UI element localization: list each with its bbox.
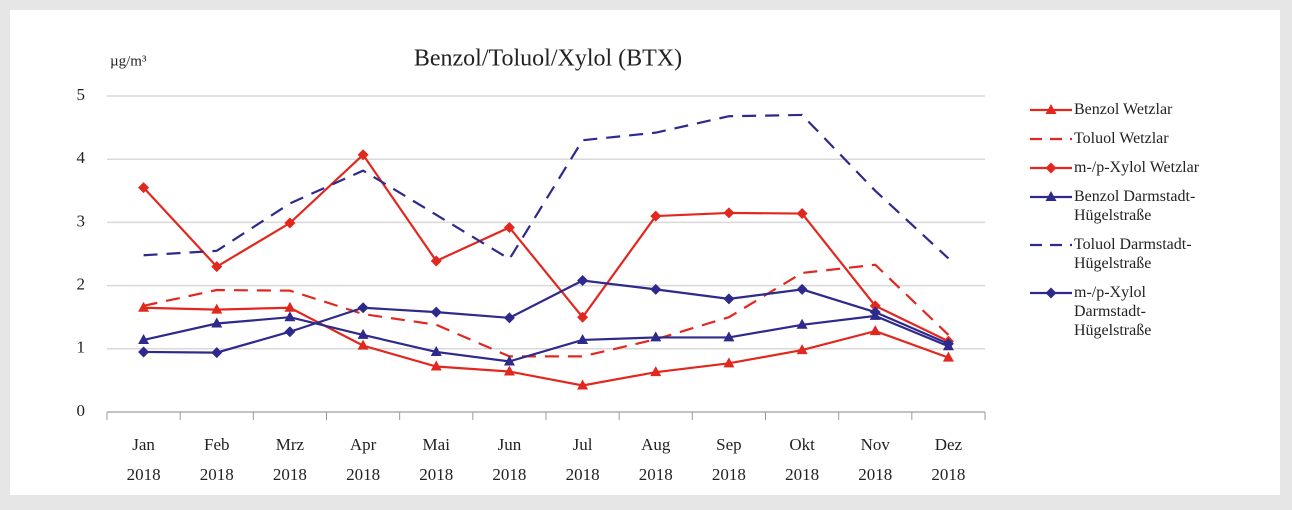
- marker: [577, 311, 589, 323]
- marker: [503, 355, 515, 366]
- marker: [211, 303, 223, 314]
- legend-swatch: [1030, 191, 1072, 201]
- marker: [211, 261, 223, 273]
- x-tick-label: Aug 2018: [639, 435, 673, 484]
- marker: [138, 301, 150, 312]
- marker: [1045, 162, 1057, 174]
- marker: [357, 302, 369, 314]
- y-tick-label: 4: [77, 148, 86, 167]
- legend-swatch: [1030, 243, 1072, 247]
- marker: [357, 339, 369, 350]
- series-line: [143, 113, 950, 261]
- x-tick-label: Sep 2018: [712, 435, 746, 484]
- series-line: [143, 279, 949, 354]
- x-tick-label: Mai 2018: [419, 435, 453, 484]
- marker: [1045, 104, 1057, 114]
- legend-swatch: [1030, 137, 1072, 141]
- legend-swatch: [1030, 287, 1072, 299]
- series-line: [143, 263, 950, 358]
- x-tick-label: Dez 2018: [931, 435, 965, 484]
- marker: [1045, 287, 1057, 299]
- x-tick-label: Jun 2018: [492, 435, 526, 484]
- legend-entry: Toluol Darmstadt-Hügelstraße: [1028, 235, 1238, 273]
- legend-label: m-/p-Xylol Wetzlar: [1074, 159, 1200, 176]
- marker: [796, 208, 808, 220]
- marker: [357, 149, 369, 161]
- series-line: [143, 314, 949, 363]
- marker: [430, 255, 442, 267]
- marker: [650, 366, 662, 377]
- marker: [577, 333, 589, 344]
- marker: [138, 182, 150, 194]
- legend: Benzol Wetzlar Toluol Wetzlar m-/p-Xylol W…: [1028, 100, 1238, 350]
- legend-entry: Toluol Wetzlar: [1028, 129, 1238, 148]
- series-line: [142, 153, 949, 343]
- x-tick-label: Jul 2018: [566, 435, 600, 484]
- x-tick-label: Mrz 2018: [273, 435, 307, 484]
- x-tick-label: Okt 2018: [785, 435, 819, 484]
- marker: [723, 207, 735, 219]
- legend-label: Benzol Darmstadt-Hügelstraße: [1074, 188, 1196, 224]
- x-tick-label: Nov 2018: [858, 435, 892, 484]
- marker: [138, 333, 150, 344]
- chart: µg/m³ Benzol/Toluol/Xylol (BTX) 0 1 2 3 4 5 Ja…: [77, 46, 986, 484]
- marker: [723, 331, 735, 342]
- marker: [650, 331, 662, 342]
- legend-label: Toluol Darmstadt-Hügelstraße: [1074, 236, 1192, 272]
- marker: [796, 318, 808, 329]
- marker: [577, 379, 589, 390]
- legend-entry: m-/p-Xylol Darmstadt-Hügelstraße: [1028, 283, 1238, 340]
- y-tick-label: 0: [77, 401, 86, 420]
- marker: [650, 283, 662, 295]
- marker: [577, 275, 589, 287]
- series-line: [143, 306, 949, 387]
- marker: [430, 306, 442, 318]
- y-unit: µg/m³: [110, 53, 147, 69]
- x-tick-label: Jan 2018: [127, 435, 161, 484]
- y-tick-label: 2: [77, 275, 86, 294]
- legend-entry: Benzol Wetzlar: [1028, 100, 1238, 119]
- marker: [1045, 191, 1057, 201]
- legend-label: Benzol Wetzlar: [1074, 101, 1173, 118]
- y-tick-label: 5: [77, 85, 86, 104]
- legend-swatch: [1030, 104, 1072, 114]
- marker: [430, 345, 442, 356]
- marker: [357, 328, 369, 339]
- legend-entry: m-/p-Xylol Wetzlar: [1028, 158, 1238, 177]
- marker: [284, 217, 296, 229]
- marker: [942, 351, 954, 362]
- chart-panel: [10, 10, 1280, 495]
- chart-title: Benzol/Toluol/Xylol (BTX): [414, 46, 682, 72]
- legend-label: m-/p-Xylol Darmstadt-Hügelstraße: [1074, 284, 1152, 339]
- marker: [650, 210, 662, 222]
- marker: [211, 347, 223, 359]
- marker: [284, 326, 296, 338]
- marker: [869, 306, 881, 318]
- x-tick-label: Apr 2018: [346, 435, 380, 484]
- y-tick-label: 3: [77, 211, 86, 230]
- x-tick-label: Feb 2018: [200, 435, 234, 484]
- marker: [503, 365, 515, 376]
- marker: [723, 293, 735, 305]
- marker: [430, 360, 442, 371]
- marker: [211, 317, 223, 328]
- marker: [796, 344, 808, 355]
- legend-label: Toluol Wetzlar: [1074, 130, 1169, 147]
- marker: [723, 357, 735, 368]
- marker: [503, 312, 515, 324]
- legend-swatch: [1030, 162, 1072, 174]
- legend-entry: Benzol Darmstadt-Hügelstraße: [1028, 187, 1238, 225]
- marker: [869, 325, 881, 336]
- marker: [284, 301, 296, 312]
- marker: [284, 311, 296, 322]
- marker: [503, 221, 515, 233]
- y-tick-label: 1: [77, 338, 86, 357]
- marker: [942, 338, 954, 350]
- marker: [869, 300, 881, 312]
- marker: [796, 283, 808, 295]
- marker: [138, 346, 150, 358]
